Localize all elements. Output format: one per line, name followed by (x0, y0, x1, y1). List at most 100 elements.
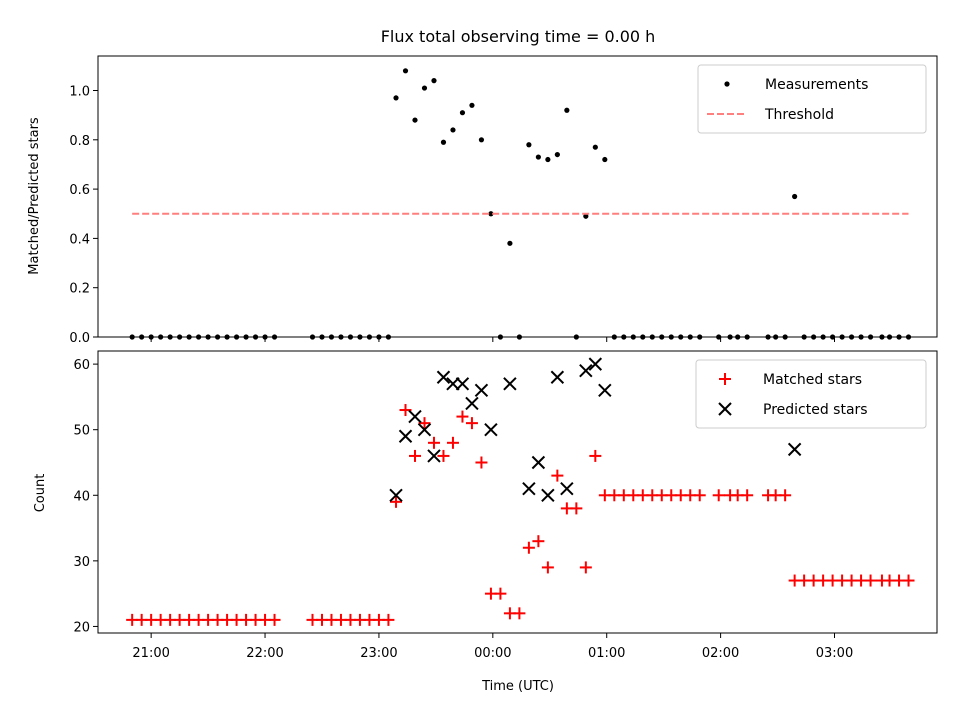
matched-point (693, 489, 706, 502)
measurement-point (167, 334, 173, 340)
measurement-point (535, 154, 541, 160)
y-tick-label: 20 (73, 620, 90, 635)
matched-point (532, 535, 545, 548)
x-tick-label: 01:00 (588, 646, 625, 661)
matched-point (589, 449, 602, 462)
measurement-point (478, 137, 485, 143)
y-tick-label: 30 (73, 555, 90, 570)
count-legend-box (695, 359, 927, 429)
measurement-point (687, 334, 693, 340)
count-ylabel: Count (33, 474, 48, 513)
matched-point (712, 489, 725, 502)
matched-point (513, 607, 526, 620)
measurement-point (858, 334, 864, 340)
measurement-point (129, 334, 135, 340)
measurement-point (744, 334, 750, 340)
measurement-point (402, 68, 409, 74)
measurement-point (879, 334, 885, 340)
measurement-point (678, 334, 684, 340)
measurements-legend-marker (724, 81, 730, 87)
matched-point (475, 456, 488, 469)
ratio-panel: 0.0 0.2 0.4 0.6 0.8 1.0 Matched/Predicted sta… (27, 55, 938, 346)
matched-point (741, 489, 754, 502)
matched-point (570, 502, 583, 515)
predicted-point (503, 377, 517, 391)
threshold-legend-label: Threshold (764, 107, 834, 123)
measurement-point (393, 95, 399, 101)
y-tick-label: 0.6 (69, 183, 90, 198)
measurement-point (564, 107, 570, 113)
measurement-point (224, 334, 230, 340)
measurement-point (867, 334, 874, 340)
predicted-point (436, 370, 451, 384)
count-axis-ticks: 20 30 40 50 60 21:00 22:00 23:00 00:00 01:00 02:00… (73, 358, 853, 661)
measurement-point (271, 334, 278, 340)
predicted-point (588, 357, 603, 371)
measurement-point (328, 334, 335, 340)
measurement-point (214, 334, 221, 340)
matched-point (390, 495, 403, 508)
matched-point (551, 469, 564, 482)
matched-point (408, 449, 421, 462)
measurement-point (811, 334, 817, 340)
measurement-point (611, 334, 617, 340)
predicted-point (427, 449, 441, 463)
measurement-point (177, 334, 183, 340)
matched-legend-marker (719, 373, 731, 385)
measurement-point (801, 334, 807, 340)
measurement-point (309, 334, 316, 340)
measurement-point (545, 156, 551, 163)
x-tick-label: 02:00 (702, 646, 739, 661)
measurement-point (158, 334, 164, 340)
matched-point (494, 587, 507, 600)
measurement-point (839, 334, 845, 340)
predicted-point (465, 396, 479, 411)
x-tick-label: 21:00 (132, 646, 169, 661)
measurement-point (196, 334, 202, 340)
matched-point (541, 561, 554, 574)
measurement-point (896, 334, 902, 340)
measurement-point (526, 142, 532, 148)
ratio-legend: Measurements Threshold (697, 64, 927, 134)
ratio-legend-box (697, 64, 927, 134)
matched-point (864, 574, 877, 587)
count-panel: 20 30 40 50 60 21:00 22:00 23:00 00:00 01:00 02:00… (33, 350, 938, 694)
predicted-point (531, 455, 546, 470)
measurement-point (640, 334, 646, 340)
predicted-legend-marker (718, 402, 732, 416)
measurement-point (347, 334, 354, 340)
matched-point (779, 489, 792, 502)
y-tick-label: 50 (73, 424, 90, 439)
matched-point (399, 404, 412, 417)
measurement-point (697, 334, 703, 340)
measurement-point (366, 334, 373, 340)
ratio-ylabel: Matched/Predicted stars (27, 117, 42, 275)
ratio-axis-ticks: 0.0 0.2 0.4 0.6 0.8 1.0 (69, 85, 835, 346)
x-tick-label: 03:00 (816, 646, 853, 661)
measurement-point (716, 334, 722, 340)
measurement-point (573, 334, 579, 340)
measurement-point (668, 334, 674, 340)
measurement-point (820, 334, 826, 340)
measurement-point (233, 334, 240, 340)
predicted-point (398, 429, 413, 443)
measurement-point (385, 334, 392, 340)
predicted-point (541, 488, 555, 502)
matched-point (902, 574, 915, 587)
measurement-point (412, 117, 418, 123)
y-tick-label: 1.0 (69, 85, 90, 100)
measurement-point (319, 334, 325, 340)
measurement-point (507, 240, 513, 246)
measurement-point (459, 110, 466, 116)
y-tick-label: 60 (73, 358, 90, 373)
predicted-legend-label: Predicted stars (763, 402, 868, 418)
count-marks (126, 357, 915, 626)
predicted-point (455, 377, 470, 391)
y-tick-label: 40 (73, 489, 90, 504)
y-tick-label: 0.4 (69, 232, 90, 247)
measurement-point (186, 334, 192, 340)
predicted-point (598, 383, 612, 398)
matched-point (268, 613, 281, 626)
measurement-point (592, 144, 598, 150)
